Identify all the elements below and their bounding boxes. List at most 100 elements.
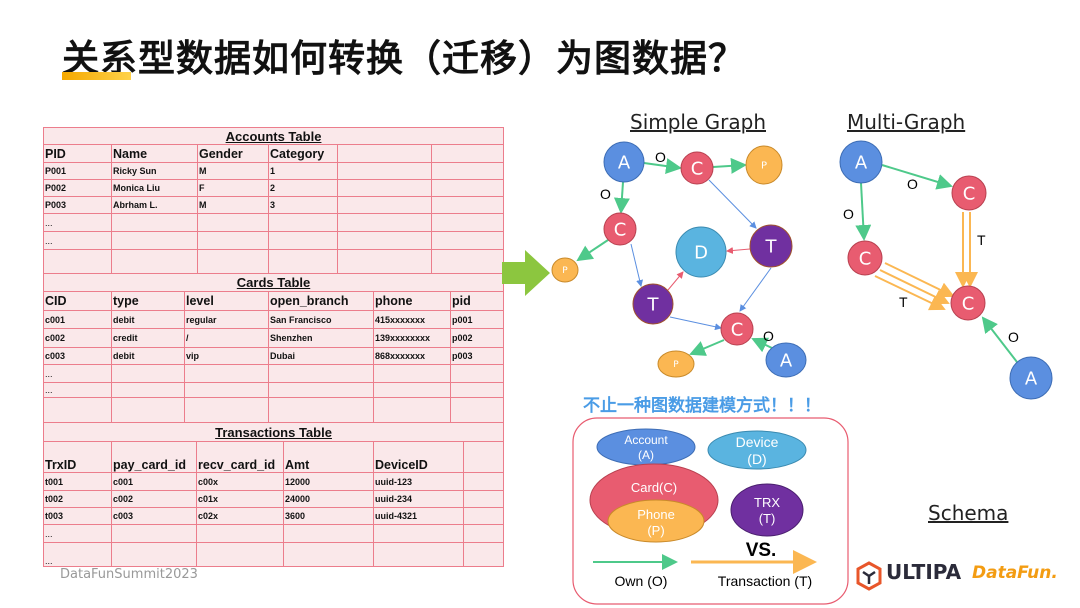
edge-label-own: O [843, 206, 854, 222]
column-header: recv_card_id [196, 441, 284, 473]
table-row: c003 debit vip Dubai 868xxxxxxx p003 [43, 347, 505, 365]
table-row: P003 Abrham L. M 3 [43, 196, 505, 214]
card-node [847, 240, 883, 276]
card-node-label: C [691, 158, 704, 179]
transaction-node [749, 224, 793, 268]
footer-event-name: DataFunSummit2023 [60, 567, 198, 582]
title-underline-accent [62, 72, 131, 80]
simple-graph-title: Simple Graph [630, 110, 766, 134]
table-row: t001 c001 c00x 12000 uuid-123 [43, 472, 505, 491]
multi-graph-title: Multi-Graph [847, 110, 966, 134]
phone-node-label: P [673, 360, 679, 370]
edge-label-transaction: T [899, 294, 908, 310]
column-header [462, 441, 505, 473]
transaction-node-label: T [765, 236, 778, 257]
table-row [43, 397, 505, 423]
table-cell [197, 249, 269, 274]
ultipa-logo-text: ULTIPA [886, 560, 962, 584]
table-cell [449, 397, 505, 423]
account-node [1009, 356, 1053, 400]
device-node-label: D [694, 242, 708, 263]
table-row: P002 Monica Liu F 2 [43, 179, 505, 197]
transactions-table: Transactions Table TrxID pay_card_id recv_c… [42, 422, 505, 567]
card-node-label: C [963, 183, 976, 204]
table-row: ... [43, 524, 505, 543]
phone-node-label: P [562, 266, 568, 276]
schema-device-abbr: (D) [747, 451, 766, 467]
edge-label-own: O [600, 186, 611, 202]
schema-phone-abbr: (P) [647, 523, 664, 538]
table-row: t002 c002 c01x 24000 uuid-234 [43, 490, 505, 508]
table-cell [196, 542, 284, 567]
card-node-label: C [859, 248, 872, 269]
schema-trx-label: TRX [754, 495, 780, 510]
account-node-label: A [1025, 368, 1038, 389]
schema-phone-label: Phone [637, 507, 675, 522]
page-title: 关系型数据如何转换（迁移）为图数据？ [62, 37, 746, 80]
schema-title: Schema [928, 501, 1009, 525]
multi-graph-edges [855, 164, 1018, 363]
modeling-note: 不止一种图数据建模方式！！！ [583, 396, 821, 416]
table-header-row: TrxID pay_card_id recv_card_id Amt DeviceID [43, 441, 505, 473]
ultipa-logo: ULTIPA [886, 560, 961, 584]
account-node-label: A [618, 152, 631, 173]
card-node [720, 312, 754, 346]
card-node [603, 212, 637, 246]
schema-vs: VS. [746, 540, 777, 561]
table-row: t003 c003 c02x 3600 uuid-4321 [43, 507, 505, 525]
transaction-legend-label: Transaction (T) [718, 573, 812, 589]
edge-label-own: O [655, 149, 666, 165]
account-node [839, 140, 883, 184]
table-header-row: PID Name Gender Category [43, 144, 505, 163]
edge-label-own: O [1008, 329, 1019, 345]
column-header: open_branch [268, 291, 374, 311]
transaction-node [632, 283, 674, 325]
column-header: Amt [283, 441, 374, 473]
simple-graph-edges [576, 157, 773, 356]
schema-device-label: Device [736, 434, 779, 450]
table-cell [184, 397, 269, 423]
table-cell [462, 542, 505, 567]
account-node [765, 342, 807, 378]
table-title: Transactions Table [42, 422, 505, 442]
column-header: pay_card_id [111, 441, 197, 473]
table-row: ... [43, 542, 505, 567]
simple-graph-nodes: A C P C P D T T C P A [551, 141, 807, 378]
table-cell [43, 249, 112, 274]
ultipa-logo-icon [856, 561, 882, 591]
card-node-label: C [731, 319, 744, 340]
transaction-node-label: T [647, 294, 660, 315]
table-cell [111, 249, 198, 274]
card-node [680, 151, 714, 185]
card-node [951, 175, 987, 211]
table-row: P001 Ricky Sun M 1 [43, 162, 505, 180]
phone-node-label: P [761, 161, 767, 172]
schema-account-label: Account [624, 433, 668, 447]
column-header: DeviceID [373, 441, 464, 473]
datafun-logo: DataFun. [972, 563, 1058, 583]
edge-label-own: O [763, 328, 774, 344]
schema-card-label: Card(C) [631, 480, 677, 495]
own-legend-label: Own (O) [615, 573, 668, 589]
table-cell: ... [43, 542, 112, 567]
column-header: pid [449, 291, 505, 311]
table-row: c002 credit / Shenzhen 139xxxxxxxx p002 [43, 328, 505, 348]
table-cell [268, 249, 338, 274]
table-cell [43, 397, 112, 423]
multi-graph-nodes: A C C C A [839, 140, 1053, 400]
edge-label-own: O [907, 176, 918, 192]
account-node [603, 141, 645, 183]
table-row: ... [43, 213, 505, 232]
phone-node [745, 145, 783, 185]
schema-device [707, 430, 807, 470]
schema-account-abbr: (A) [638, 448, 654, 462]
table-title: Accounts Table [42, 127, 505, 145]
device-node [675, 226, 727, 278]
table-cell [111, 397, 185, 423]
account-node-label: A [855, 152, 868, 173]
card-node-label: C [614, 219, 627, 240]
schema-phone [607, 499, 705, 543]
table-header-row: CID type level open_branch phone pid [43, 291, 505, 311]
schema-trx [730, 483, 804, 537]
